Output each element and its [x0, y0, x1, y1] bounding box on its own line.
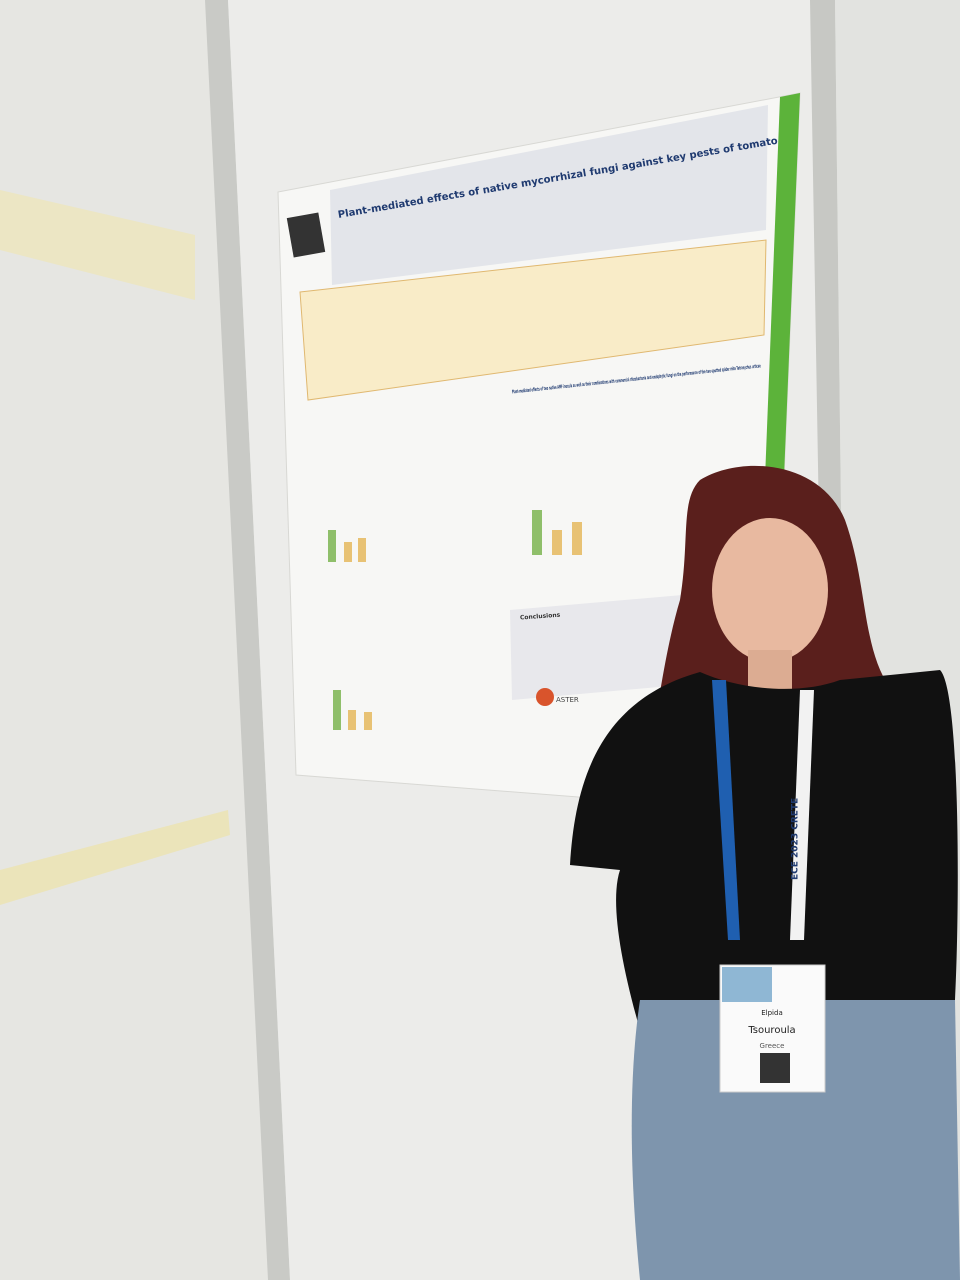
- logo-text: ASTER: [556, 696, 579, 704]
- qr-code: [286, 212, 326, 258]
- tape: [0, 810, 230, 905]
- badge-first-name: Elpida: [761, 1009, 783, 1017]
- poster-header: [330, 105, 768, 285]
- tape: [0, 190, 195, 300]
- left-panel: [0, 0, 270, 1280]
- lanyard: [790, 690, 814, 940]
- badge-photo: [722, 967, 772, 1002]
- abstract-box: [299, 239, 767, 401]
- logo-mark: [536, 688, 554, 706]
- face: [712, 518, 828, 662]
- badge-qr: [760, 1053, 790, 1083]
- shirt: [570, 670, 958, 1040]
- jeans: [631, 1000, 960, 1280]
- neck: [748, 650, 792, 690]
- frame-post: [205, 0, 290, 1280]
- lanyard-text: ECE 2023 CRETE: [791, 798, 801, 880]
- conclusions-heading: Conclusions: [520, 612, 561, 622]
- lanyard: [712, 680, 740, 940]
- badge-country: Greece: [760, 1042, 785, 1050]
- poster-charts: [328, 510, 582, 730]
- badge-last-name: Tsouroula: [747, 1025, 795, 1036]
